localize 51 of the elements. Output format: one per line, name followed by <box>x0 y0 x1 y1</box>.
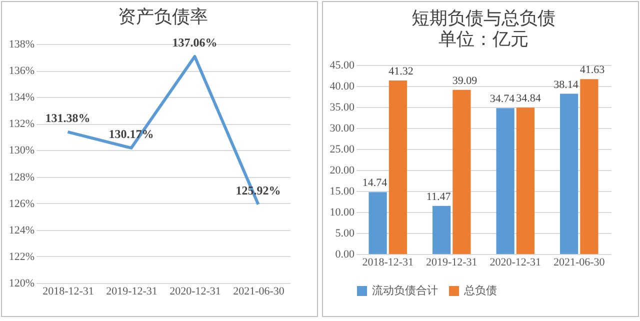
data-label: 39.09 <box>452 74 478 87</box>
bar <box>452 90 471 254</box>
chart-title: 资产负债率 <box>118 6 208 26</box>
data-label: 34.74 <box>490 93 516 106</box>
x-tick-label: 2018-12-31 <box>42 286 94 298</box>
y-tick-label: 0.00 <box>335 248 355 260</box>
y-tick-label: 126% <box>8 198 34 210</box>
bar <box>496 108 514 254</box>
x-tick-label: 2020-12-31 <box>170 286 221 298</box>
bar <box>560 94 578 254</box>
y-tick-label: 25.00 <box>330 144 355 156</box>
y-tick-label: 132% <box>8 118 34 130</box>
y-tick-label: 35.00 <box>330 102 355 114</box>
legend-label: 流动负债合计 <box>372 284 438 297</box>
chart-title: 短期负债与总负债 <box>412 8 556 28</box>
x-tick-label: 2020-12-31 <box>490 256 542 268</box>
y-tick-label: 15.00 <box>330 186 355 198</box>
x-tick-label: 2019-12-31 <box>106 286 158 298</box>
bar <box>432 206 451 254</box>
data-label: 38.14 <box>554 78 579 91</box>
x-tick-label: 2018-12-31 <box>362 256 414 268</box>
data-label: 34.84 <box>516 92 542 105</box>
x-tick-label: 2021-06-30 <box>233 286 285 298</box>
y-tick-label: 5.00 <box>335 228 355 240</box>
data-label: 131.38% <box>45 110 90 125</box>
y-tick-label: 130% <box>8 144 34 157</box>
y-tick-label: 40.00 <box>330 80 355 92</box>
data-label: 14.74 <box>362 177 388 190</box>
y-tick-label: 138% <box>8 38 34 50</box>
y-tick-label: 128% <box>8 171 34 184</box>
data-label: 137.06% <box>172 35 218 50</box>
data-label: 41.32 <box>388 65 414 78</box>
bar <box>388 80 407 254</box>
chart-subtitle: 单位：亿元 <box>438 29 528 49</box>
x-tick-label: 2021-06-30 <box>553 256 606 268</box>
y-tick-label: 45.00 <box>330 60 355 72</box>
legend-label: 总负债 <box>463 284 497 297</box>
y-tick-label: 124% <box>8 224 34 236</box>
y-tick-label: 10.00 <box>330 206 355 218</box>
y-tick-label: 136% <box>8 65 34 78</box>
x-tick-label: 2019-12-31 <box>426 256 478 268</box>
y-tick-label: 20.00 <box>330 164 355 176</box>
data-label: 11.47 <box>426 190 452 203</box>
y-tick-label: 30.00 <box>330 122 355 134</box>
y-tick-label: 122% <box>8 250 34 263</box>
y-tick-label: 134% <box>8 92 34 104</box>
y-tick-label: 120% <box>8 278 34 290</box>
data-label: 41.63 <box>580 64 606 76</box>
bar <box>580 79 598 254</box>
bar <box>368 192 387 254</box>
bar <box>516 108 534 254</box>
